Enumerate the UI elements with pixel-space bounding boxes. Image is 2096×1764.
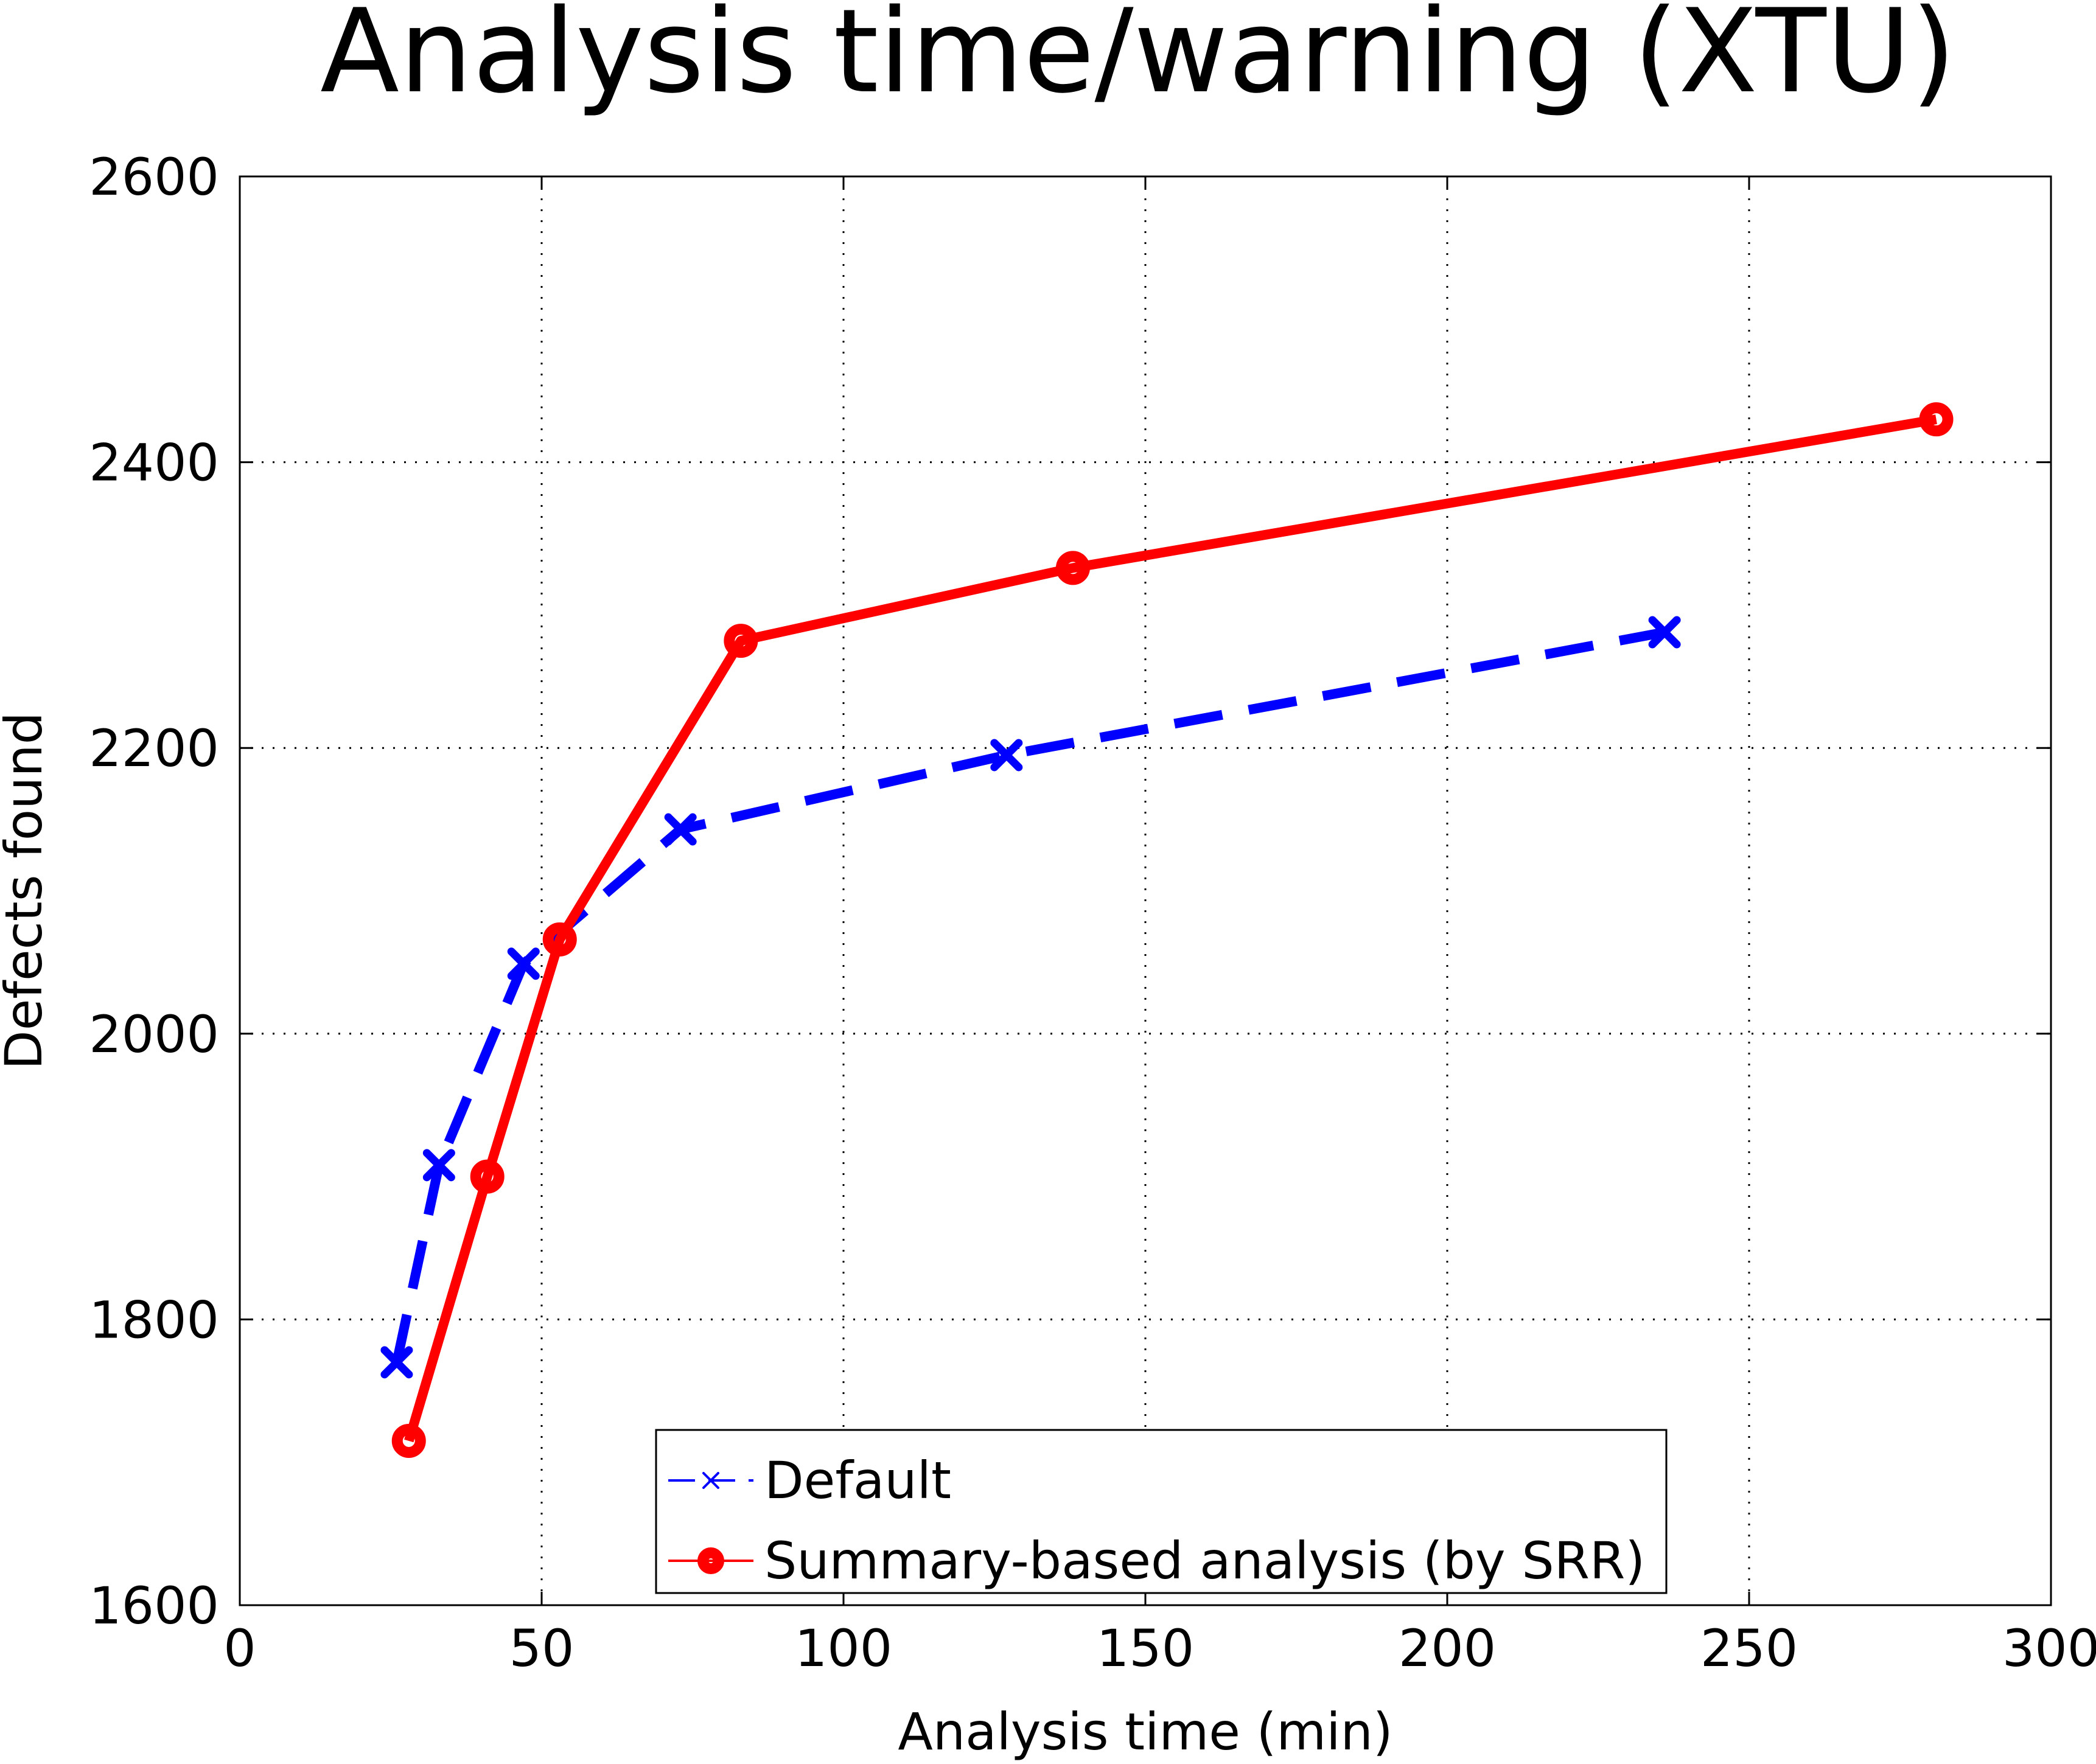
data-point	[990, 739, 1023, 772]
circle-marker	[470, 1159, 505, 1194]
x-axis-label: Analysis time (min)	[898, 1702, 1392, 1762]
legend-entry: Summary-based analysis (by SRR)	[668, 1531, 1645, 1591]
series-1	[380, 616, 1681, 1379]
series-line	[404, 414, 1937, 1443]
data-point	[470, 1159, 505, 1194]
circle-marker	[697, 1547, 724, 1574]
y-tick-label: 2400	[89, 433, 219, 493]
x-tick-label: 150	[1097, 1619, 1194, 1678]
x-tick-label: 0	[223, 1619, 256, 1678]
series-2	[391, 402, 1954, 1458]
legend-entry: Default	[668, 1451, 951, 1510]
circle-marker	[542, 922, 577, 957]
data-point	[507, 947, 540, 980]
x-marker	[1648, 616, 1681, 649]
x-marker	[702, 1472, 719, 1489]
x-marker	[507, 947, 540, 980]
circle-marker	[724, 624, 758, 658]
data-point	[1919, 402, 1954, 437]
x-marker	[990, 739, 1023, 772]
x-tick-label: 50	[509, 1619, 575, 1678]
chart-title: Analysis time/warning (XTU)	[320, 0, 1956, 119]
y-tick-label: 2200	[89, 719, 219, 778]
data-point	[664, 813, 697, 846]
y-tick-label: 2000	[89, 1005, 219, 1064]
x-tick-label: 200	[1399, 1619, 1496, 1678]
series-layer	[380, 402, 1954, 1458]
x-tick-label: 100	[795, 1619, 892, 1678]
data-point	[391, 1423, 426, 1458]
y-tick-label: 1800	[89, 1290, 219, 1350]
legend: Default Summary-based analysis (by SRR)	[655, 1429, 1668, 1594]
x-tick-label: 250	[1700, 1619, 1798, 1678]
circle-marker	[1055, 551, 1090, 585]
legend-label: Summary-based analysis (by SRR)	[764, 1531, 1645, 1591]
x-tick-label: 300	[2002, 1619, 2096, 1678]
y-tick-label: 2600	[89, 147, 219, 207]
axis-ticks: 0 50 100 150 200 250 300 1600 1800 2000 2200 2400 26…	[89, 147, 2096, 1678]
legend-label: Default	[764, 1451, 951, 1510]
circle-marker	[391, 1423, 426, 1458]
legend-box	[655, 1429, 1668, 1594]
y-axis-label: Defects found	[0, 712, 54, 1070]
x-marker	[380, 1346, 413, 1379]
data-point	[1055, 551, 1090, 585]
data-point	[380, 1346, 413, 1379]
x-marker	[422, 1149, 455, 1182]
data-point	[1648, 616, 1681, 649]
circle-marker	[1919, 402, 1954, 437]
y-tick-label: 1600	[89, 1576, 219, 1636]
data-point	[422, 1149, 455, 1182]
series-line	[392, 627, 1666, 1364]
x-marker	[664, 813, 697, 846]
data-point	[542, 922, 577, 957]
data-point	[724, 624, 758, 658]
